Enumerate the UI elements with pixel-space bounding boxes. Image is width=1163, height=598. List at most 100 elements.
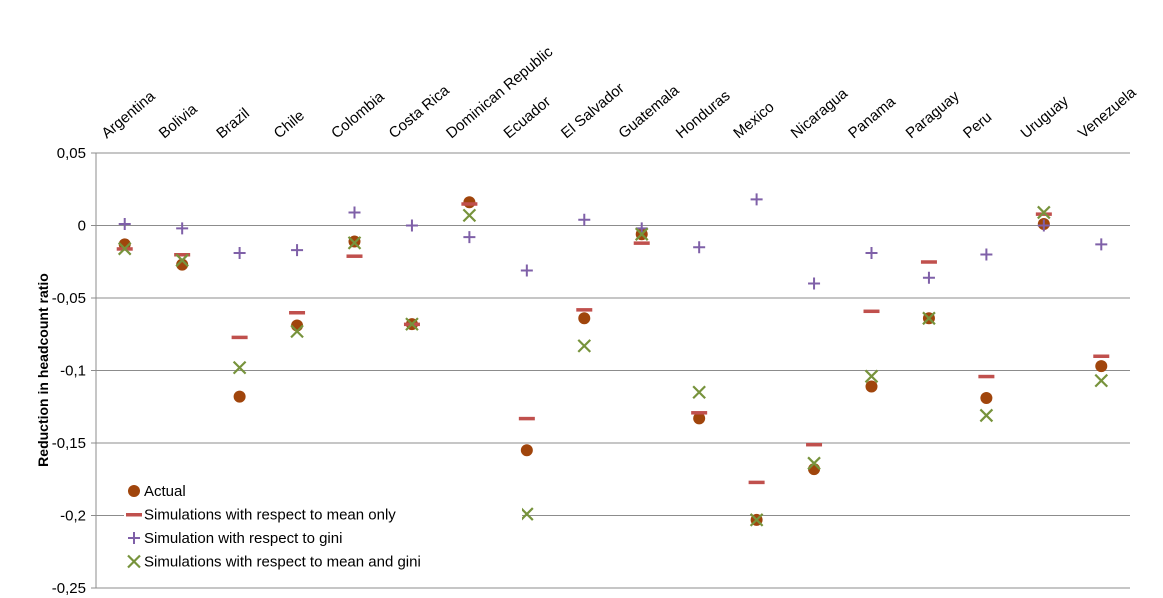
data-point-circle <box>693 412 706 425</box>
x-tick-label: Uruguay <box>1017 92 1072 142</box>
data-point-x <box>749 513 764 527</box>
data-point-circle <box>520 444 533 457</box>
y-tick-label: -0,05 <box>52 290 86 307</box>
x-tick-label: Colombia <box>328 88 388 142</box>
data-point-dash <box>346 254 363 258</box>
data-point-plus <box>1095 238 1108 251</box>
y-axis-tick-labels: 0,05 0 -0,05 -0,1 -0,15 -0,2 -0,25 <box>52 145 86 597</box>
x-tick-label: Chile <box>271 107 308 142</box>
data-point-x <box>175 253 189 268</box>
data-point-dash <box>174 253 191 257</box>
data-point-plus <box>520 264 533 277</box>
data-point-dash <box>461 202 478 206</box>
data-point-circle <box>865 380 878 393</box>
legend-marker-x <box>127 554 141 569</box>
data-point-plus <box>463 231 476 244</box>
x-tick-label: Argentina <box>98 87 159 142</box>
legend-marker-circle <box>128 485 140 497</box>
data-point-dash <box>978 374 995 379</box>
y-tick-label: -0,2 <box>60 508 86 525</box>
legend-marker-dash <box>126 513 142 517</box>
data-point-x <box>232 360 247 375</box>
y-axis-title: Reduction in headcount ratio <box>35 273 51 467</box>
data-point-circle <box>233 390 246 403</box>
legend-label: Simulations with respect to mean and gin… <box>144 554 421 571</box>
data-point-x <box>577 339 592 353</box>
y-tick-label: -0,1 <box>60 363 86 380</box>
y-tick-label: 0,05 <box>57 145 86 162</box>
data-point-plus <box>291 244 304 257</box>
data-point-plus <box>1037 219 1050 232</box>
data-point-x <box>1094 373 1109 388</box>
data-point-dash <box>1035 212 1052 216</box>
data-point-x <box>117 241 132 256</box>
data-point-x <box>922 311 936 326</box>
data-point-plus <box>693 241 706 254</box>
x-tick-label: Peru <box>960 109 995 142</box>
data-point-plus <box>865 247 878 260</box>
data-point-circle <box>808 463 821 476</box>
data-point-circle <box>291 319 304 332</box>
x-tick-label: Costa Rica <box>386 81 454 142</box>
data-point-x <box>347 236 362 250</box>
data-markers <box>116 193 1110 527</box>
data-point-x <box>405 317 419 331</box>
data-point-x <box>462 208 477 223</box>
data-point-plus <box>348 206 361 219</box>
data-point-x <box>807 456 821 471</box>
data-point-x <box>864 369 879 384</box>
legend-label: Simulations with respect to mean only <box>144 507 396 524</box>
data-point-x <box>979 408 994 423</box>
x-tick-label: Dominican Republic <box>443 43 556 142</box>
x-tick-label: Ecuador <box>500 93 554 142</box>
data-point-dash <box>518 416 535 421</box>
data-point-dash <box>691 411 708 415</box>
data-point-dash <box>920 260 937 264</box>
legend-label: Actual <box>144 483 186 500</box>
x-tick-label: Venezuela <box>1075 84 1140 142</box>
y-tick-label: -0,25 <box>52 580 86 597</box>
data-point-circle <box>980 392 993 405</box>
legend: Actual Simulations with respect to mean o… <box>124 477 522 575</box>
data-point-plus <box>405 219 418 232</box>
data-point-plus <box>750 193 763 206</box>
x-tick-label: Brazil <box>213 105 253 142</box>
data-point-circle <box>176 258 189 271</box>
data-point-plus <box>922 271 935 284</box>
data-point-x <box>1037 205 1051 220</box>
legend-label: Simulation with respect to gini <box>144 530 342 547</box>
x-tick-label: Nicaragua <box>788 85 852 142</box>
data-point-dash <box>1093 354 1110 358</box>
x-tick-label: Honduras <box>673 87 734 142</box>
data-point-plus <box>118 218 131 231</box>
data-point-x <box>692 385 706 400</box>
legend-background <box>124 477 522 575</box>
data-point-x <box>520 507 534 521</box>
data-point-x <box>634 227 649 241</box>
data-point-plus <box>635 222 648 235</box>
data-point-dash <box>748 480 765 485</box>
data-point-plus <box>808 277 821 290</box>
data-point-dash <box>863 309 880 314</box>
y-tick-label: -0,15 <box>52 435 86 452</box>
x-tick-label: Mexico <box>730 98 777 142</box>
x-tick-label: Panama <box>845 93 899 142</box>
data-point-circle <box>578 312 591 325</box>
data-point-dash <box>231 335 248 340</box>
data-point-dash <box>289 311 306 315</box>
data-point-plus <box>176 222 189 235</box>
data-point-circle <box>1095 360 1108 373</box>
x-tick-label: Paraguay <box>903 87 963 142</box>
data-point-dash <box>576 308 593 312</box>
data-point-plus <box>980 248 993 261</box>
legend-marker-plus <box>128 532 140 544</box>
y-tick-label: 0 <box>78 218 86 235</box>
data-point-plus <box>578 213 591 226</box>
data-point-dash <box>633 241 650 245</box>
x-tick-label: Bolivia <box>156 100 201 142</box>
data-point-x <box>290 324 304 339</box>
data-point-plus <box>233 247 246 260</box>
data-point-dash <box>806 442 823 447</box>
